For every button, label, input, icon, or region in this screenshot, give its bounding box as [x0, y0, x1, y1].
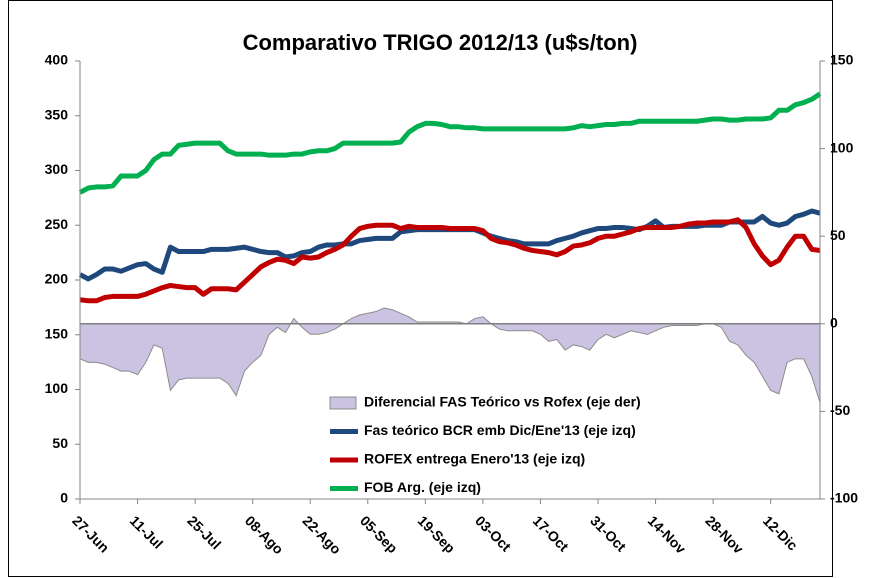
y2-tick-label: 0	[830, 315, 838, 331]
y-tick-label: 200	[45, 271, 69, 287]
legend-label: ROFEX entrega Enero'13 (eje izq)	[364, 451, 585, 467]
line	[79, 217, 821, 304]
line	[78, 91, 822, 195]
y-tick-label: 350	[45, 106, 69, 122]
y-tick-label: 0	[60, 490, 68, 506]
y2-tick-label: -50	[830, 402, 850, 418]
y2-tick-label: 150	[830, 52, 854, 68]
y-tick-label: 50	[52, 435, 68, 451]
legend-label: Diferencial FAS Teórico vs Rofex (eje de…	[364, 394, 641, 410]
legend-key	[329, 396, 357, 410]
y-tick-label: 100	[45, 380, 69, 396]
y-tick-label: 250	[45, 216, 69, 232]
y2-tick-label: -100	[830, 490, 858, 506]
y2-tick-label: 100	[830, 139, 854, 155]
legend-label: Fas teórico BCR emb Dic/Ene'13 (eje izq)	[364, 422, 636, 438]
chart-frame	[8, 0, 833, 577]
legend-label: FOB Arg. (eje izq)	[364, 479, 481, 495]
chart-title: Comparativo TRIGO 2012/13 (u$s/ton)	[243, 30, 638, 55]
y2-tick-label: 50	[830, 227, 846, 243]
y-tick-label: 150	[45, 325, 69, 341]
y-tick-label: 300	[45, 161, 69, 177]
y-tick-label: 400	[45, 52, 69, 68]
